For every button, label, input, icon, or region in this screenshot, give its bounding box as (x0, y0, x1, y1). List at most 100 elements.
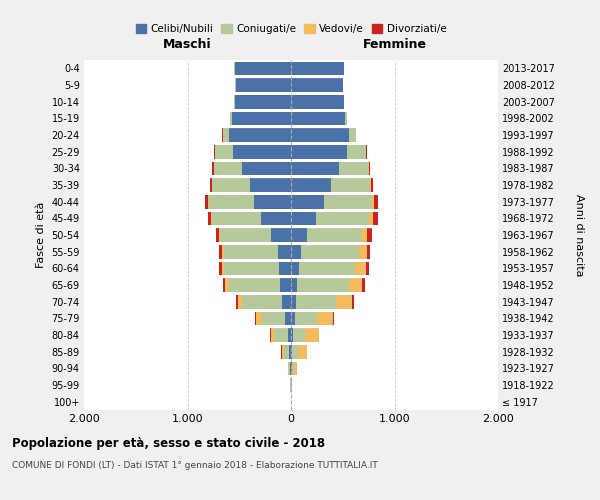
Bar (224, 245, 278, 258)
Bar (232, 112, 291, 125)
Bar (225, 278, 229, 292)
Bar (221, 262, 224, 275)
Bar (369, 212, 373, 225)
Bar (295, 312, 317, 325)
Bar (224, 262, 279, 275)
Bar (250, 178, 291, 192)
Bar (362, 228, 367, 242)
Bar (256, 312, 262, 325)
Bar (291, 95, 344, 108)
Bar (305, 328, 319, 342)
Bar (211, 212, 212, 225)
Bar (233, 145, 291, 158)
Bar (349, 278, 362, 292)
Bar (291, 245, 301, 258)
Bar (284, 345, 289, 358)
Bar (220, 228, 271, 242)
Bar (355, 262, 365, 275)
Bar (297, 278, 349, 292)
Y-axis label: Anni di nascita: Anni di nascita (574, 194, 584, 276)
Bar (261, 212, 291, 225)
Bar (291, 112, 345, 125)
Bar (278, 245, 291, 258)
Bar (289, 345, 291, 358)
Bar (372, 195, 374, 208)
Bar (205, 195, 208, 208)
Bar (291, 262, 299, 275)
Bar (281, 345, 284, 358)
Bar (317, 312, 334, 325)
Bar (323, 195, 372, 208)
Bar (271, 328, 274, 342)
Bar (262, 312, 286, 325)
Bar (291, 145, 347, 158)
Bar (374, 195, 379, 208)
Bar (298, 345, 307, 358)
Bar (367, 245, 370, 258)
Bar (365, 262, 368, 275)
Bar (292, 362, 293, 375)
Bar (235, 62, 291, 75)
Bar (352, 295, 353, 308)
Bar (291, 295, 296, 308)
Bar (229, 128, 291, 142)
Bar (293, 328, 305, 342)
Bar (214, 162, 242, 175)
Bar (307, 228, 362, 242)
Bar (293, 362, 296, 375)
Bar (229, 278, 280, 292)
Bar (286, 312, 291, 325)
Bar (371, 178, 373, 192)
Bar (291, 195, 323, 208)
Bar (215, 228, 218, 242)
Bar (254, 195, 291, 208)
Text: Femmine: Femmine (362, 38, 427, 52)
Bar (299, 262, 355, 275)
Text: COMUNE DI FONDI (LT) - Dati ISTAT 1° gennaio 2018 - Elaborazione TUTTITALIA.IT: COMUNE DI FONDI (LT) - Dati ISTAT 1° gen… (12, 461, 378, 470)
Bar (291, 228, 307, 242)
Bar (289, 362, 290, 375)
Bar (212, 212, 261, 225)
Bar (296, 295, 335, 308)
Bar (209, 178, 212, 192)
Bar (292, 345, 298, 358)
Bar (366, 145, 367, 158)
Bar (214, 145, 215, 158)
Bar (291, 62, 344, 75)
Bar (242, 162, 291, 175)
Bar (291, 312, 295, 325)
Bar (235, 95, 291, 108)
Bar (242, 295, 281, 308)
Bar (291, 78, 343, 92)
Bar (301, 245, 359, 258)
Bar (212, 162, 214, 175)
Bar (368, 162, 369, 175)
Bar (209, 195, 254, 208)
Bar (274, 328, 288, 342)
Bar (236, 295, 238, 308)
Bar (281, 295, 291, 308)
Bar (291, 345, 292, 358)
Bar (373, 212, 378, 225)
Bar (291, 162, 338, 175)
Bar (218, 228, 220, 242)
Bar (291, 212, 316, 225)
Y-axis label: Fasce di età: Fasce di età (36, 202, 46, 268)
Bar (236, 78, 291, 92)
Bar (359, 245, 367, 258)
Bar (238, 295, 242, 308)
Bar (215, 145, 233, 158)
Bar (288, 328, 291, 342)
Bar (291, 278, 297, 292)
Bar (331, 178, 370, 192)
Bar (208, 212, 211, 225)
Bar (370, 178, 371, 192)
Bar (367, 228, 372, 242)
Bar (230, 112, 232, 125)
Bar (212, 178, 250, 192)
Bar (223, 128, 229, 142)
Bar (291, 128, 349, 142)
Text: Popolazione per età, sesso e stato civile - 2018: Popolazione per età, sesso e stato civil… (12, 438, 325, 450)
Bar (291, 178, 331, 192)
Legend: Celibi/Nubili, Coniugati/e, Vedovi/e, Divorziati/e: Celibi/Nubili, Coniugati/e, Vedovi/e, Di… (131, 20, 451, 38)
